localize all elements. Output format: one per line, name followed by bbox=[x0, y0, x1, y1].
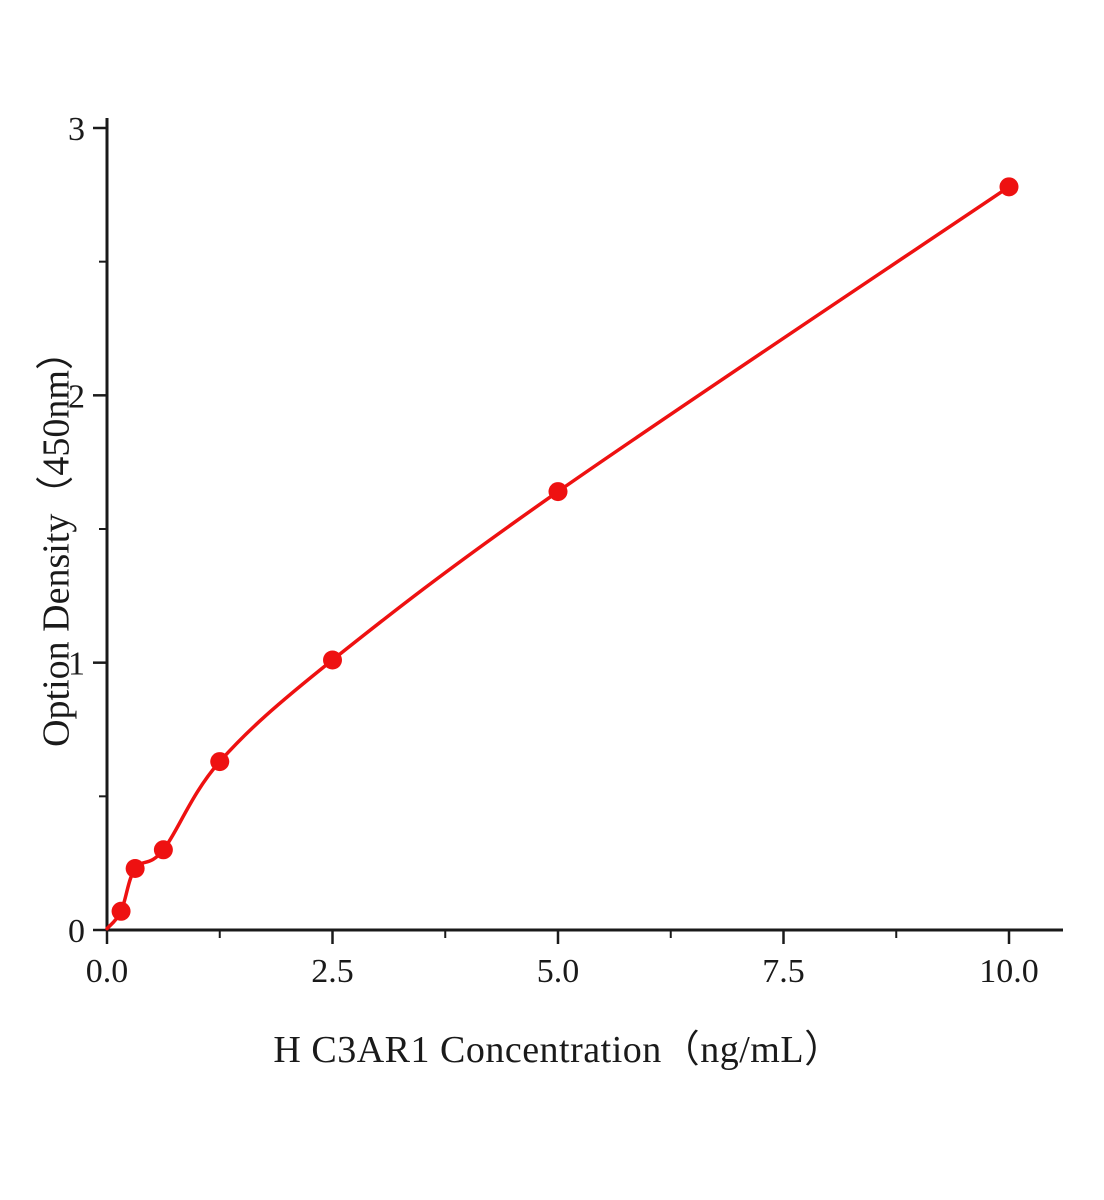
fit-curve bbox=[105, 185, 1011, 931]
x-tick-label: 0.0 bbox=[86, 953, 129, 990]
y-axis-label: Option Density（450nm） bbox=[35, 332, 78, 747]
y-tick-label: 3 bbox=[68, 111, 85, 148]
y-tick-label: 2 bbox=[68, 378, 85, 415]
data-point bbox=[125, 859, 145, 879]
y-tick-label: 0 bbox=[68, 913, 85, 950]
data-point bbox=[323, 650, 342, 670]
data-point bbox=[999, 177, 1019, 197]
x-tick-label: 2.5 bbox=[311, 953, 354, 990]
y-tick-label: 1 bbox=[68, 646, 85, 683]
x-tick-label: 10.0 bbox=[979, 953, 1039, 990]
data-point bbox=[111, 901, 131, 921]
x-tick-label: 5.0 bbox=[537, 953, 580, 990]
data-point bbox=[548, 482, 568, 502]
x-axis-label: H C3AR1 Concentration（ng/mL） bbox=[273, 1029, 843, 1071]
data-point bbox=[210, 752, 230, 772]
data-point bbox=[153, 840, 173, 860]
x-tick-label: 7.5 bbox=[762, 953, 805, 990]
